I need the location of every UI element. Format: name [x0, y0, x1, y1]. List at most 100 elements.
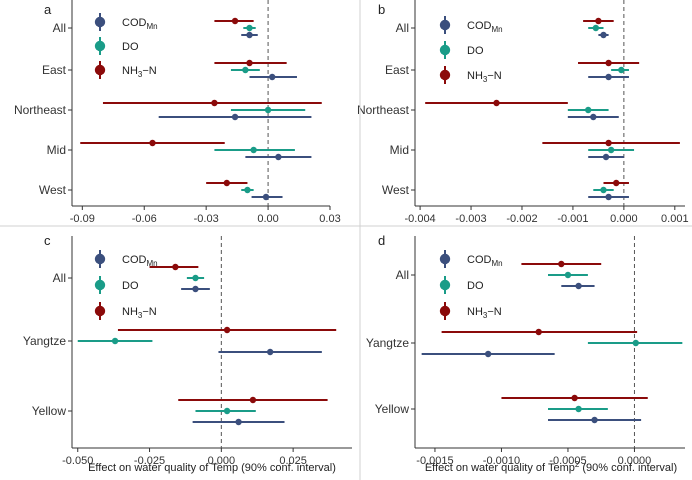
- legend-label-subscript: Mn: [146, 259, 157, 268]
- category-label: East: [42, 63, 67, 77]
- estimate-point: [575, 282, 582, 290]
- legend-label: NH3−N: [122, 65, 157, 79]
- legend-label: DO: [467, 45, 484, 57]
- category-label: All: [396, 21, 409, 35]
- legend-label-main: NH: [122, 65, 138, 77]
- estimate-point: [535, 328, 542, 336]
- x-tick-label: -0.0015: [416, 455, 453, 467]
- estimate-point: [595, 17, 602, 25]
- legend: CODMn DO NH3−N: [94, 250, 158, 320]
- category-label: Yellow: [32, 404, 67, 418]
- legend-label-main: COD: [122, 17, 147, 29]
- estimate-point: [618, 66, 625, 74]
- legend-label-main: COD: [467, 20, 492, 32]
- legend-label-main: COD: [122, 254, 147, 266]
- legend-key-dot: [439, 253, 451, 265]
- legend-key-dot: [94, 40, 106, 52]
- estimate-point: [266, 348, 274, 356]
- x-tick-label: -0.050: [62, 455, 93, 467]
- legend: CODMn DO NH3−N: [439, 250, 503, 320]
- panel-letter: d: [378, 233, 385, 248]
- estimate-point: [223, 179, 230, 187]
- estimate-point: [558, 260, 565, 268]
- legend-label-subscript: 3: [483, 311, 488, 320]
- estimate-point: [223, 407, 231, 415]
- legend-key-dot: [439, 305, 451, 317]
- x-tick-label: 0.0000: [618, 455, 652, 467]
- category-label: Northeast: [14, 103, 67, 117]
- x-tick-label: -0.025: [134, 455, 165, 467]
- estimate-point: [602, 153, 610, 161]
- legend: CODMn DO NH3−N: [94, 13, 158, 79]
- estimate-point: [592, 24, 600, 32]
- legend-label-subscript: 3: [483, 75, 488, 84]
- category-label: All: [53, 271, 66, 285]
- category-label: West: [382, 183, 410, 197]
- legend-label-main: DO: [467, 45, 484, 57]
- estimate-point: [605, 59, 612, 67]
- estimate-point: [632, 339, 639, 347]
- x-tick-label: 0.000: [610, 213, 638, 225]
- panel-c: c -0.050 -0.025 0.000 0.025 All Yangtze Yellow C…: [23, 233, 352, 474]
- estimate-point: [111, 337, 119, 345]
- legend-label: DO: [122, 280, 139, 292]
- estimate-point: [607, 146, 615, 154]
- estimate-point: [600, 186, 607, 194]
- legend-label: DO: [467, 280, 484, 292]
- x-tick-label: 0.000: [208, 455, 236, 467]
- estimate-point: [242, 66, 249, 74]
- legend-label-subscript: Mn: [146, 22, 157, 31]
- x-axis-label-superscript: 2: [575, 460, 580, 469]
- legend: CODMn DO NH3−N: [439, 16, 503, 84]
- legend-label-main: NH: [122, 306, 138, 318]
- legend-label: CODMn: [467, 254, 503, 268]
- estimate-point: [231, 17, 239, 25]
- estimate-point: [264, 106, 272, 114]
- category-label: All: [53, 21, 66, 35]
- estimate-point: [605, 73, 612, 81]
- legend-label-main: COD: [467, 254, 492, 266]
- estimate-point: [269, 73, 276, 81]
- estimate-point: [585, 106, 592, 114]
- estimate-point: [246, 59, 253, 67]
- x-tick-label: -0.06: [132, 213, 157, 225]
- panel-letter: a: [44, 2, 52, 17]
- legend-label: NH3−N: [122, 306, 157, 320]
- legend-key-dot: [439, 19, 451, 31]
- category-label: All: [396, 268, 409, 282]
- estimate-point: [613, 179, 620, 187]
- estimate-point: [244, 186, 251, 194]
- legend-label-main: NH: [467, 306, 483, 318]
- category-label: Yellow: [375, 402, 410, 416]
- legend-label-subscript: Mn: [491, 259, 502, 268]
- estimate-point: [231, 113, 239, 121]
- x-tick-label: -0.0005: [549, 455, 586, 467]
- x-tick-label: 0.025: [279, 455, 307, 467]
- estimate-point: [564, 271, 572, 279]
- estimate-point: [605, 193, 612, 201]
- panel-letter: b: [378, 2, 385, 17]
- x-axis-label: Effect on water quality of Temp2 (90% co…: [425, 460, 677, 474]
- category-label: East: [385, 63, 410, 77]
- category-label: Mid: [47, 143, 66, 157]
- legend-label: CODMn: [467, 20, 503, 34]
- estimate-point: [600, 31, 607, 39]
- estimate-point: [192, 285, 199, 293]
- estimate-point: [493, 99, 500, 107]
- legend-label-suffix: −N: [487, 306, 501, 318]
- legend-label-main: DO: [122, 280, 139, 292]
- legend-key-dot: [94, 253, 106, 265]
- legend-key-dot: [94, 305, 106, 317]
- estimate-point: [211, 99, 218, 107]
- x-tick-label: 0.00: [257, 213, 278, 225]
- estimate-point: [149, 139, 156, 147]
- estimate-point: [575, 405, 582, 413]
- x-axis-label: Effect on water quality of Temp (90% con…: [88, 462, 336, 474]
- legend-key-dot: [94, 16, 106, 28]
- panel-a: a -0.09 -0.06 -0.03 0.00 0.03 All East Northeast…: [14, 0, 341, 225]
- x-tick-label: -0.001: [557, 213, 588, 225]
- legend-label-main: DO: [467, 280, 484, 292]
- x-tick-label: -0.09: [70, 213, 95, 225]
- category-label: Mid: [390, 143, 409, 157]
